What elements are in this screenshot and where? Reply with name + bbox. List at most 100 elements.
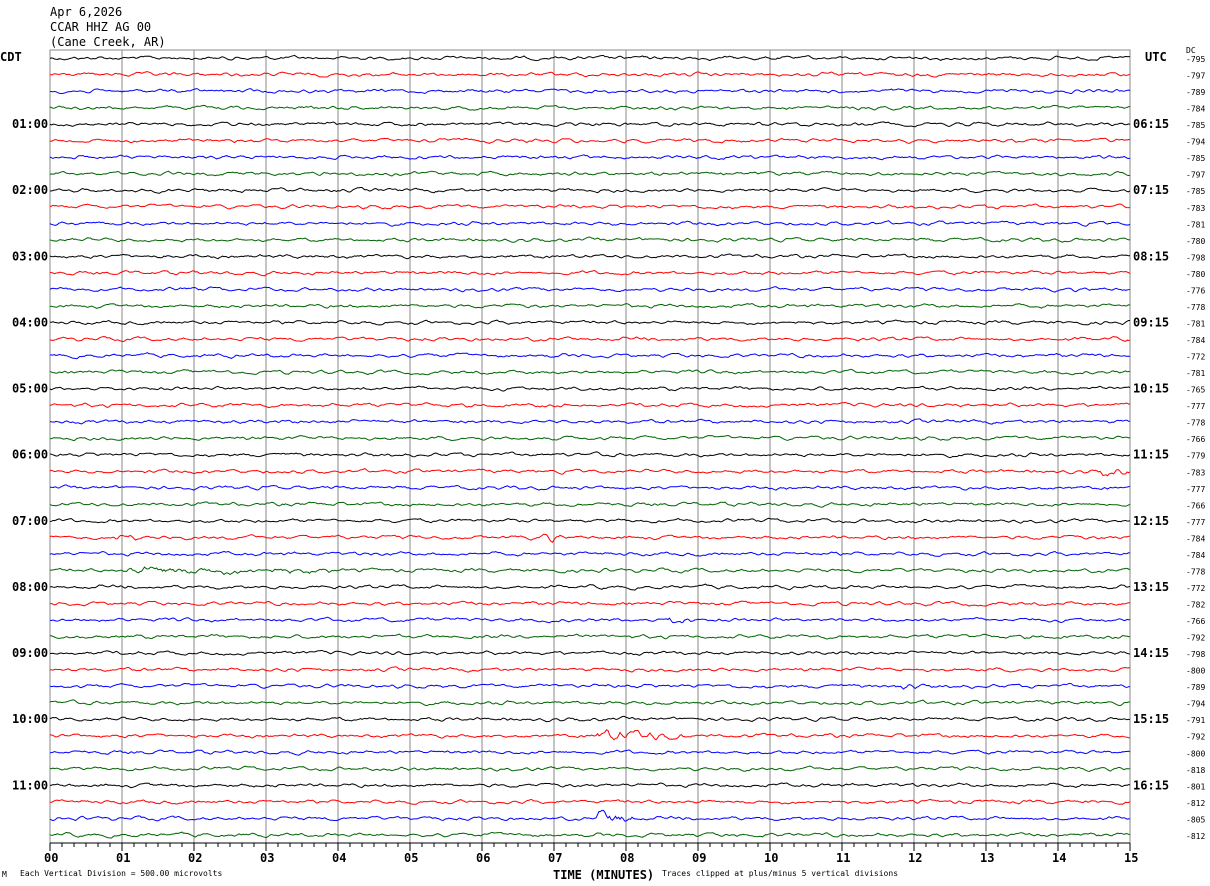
seismic-trace	[49, 385, 1131, 392]
dc-offset-label: -772	[1186, 353, 1205, 362]
utc-hour-label: 11:15	[1133, 448, 1169, 462]
seismic-trace	[49, 187, 1131, 194]
seismic-trace	[49, 88, 1131, 95]
seismic-trace	[49, 121, 1131, 128]
utc-hour-label: 10:15	[1133, 382, 1169, 396]
dc-offset-label: -785	[1186, 154, 1205, 163]
cdt-hour-label: 09:00	[12, 646, 48, 660]
dc-offset-label: -812	[1186, 799, 1205, 808]
cdt-hour-label: 10:00	[12, 712, 48, 726]
dc-offset-label: -784	[1186, 551, 1205, 560]
seismic-trace	[49, 352, 1131, 360]
dc-offset-label: -795	[1186, 55, 1205, 64]
dc-offset-label: -776	[1186, 286, 1205, 295]
x-axis-label: TIME (MINUTES)	[553, 868, 654, 882]
seismic-trace	[49, 715, 1131, 723]
seismic-trace	[49, 765, 1131, 773]
x-tick-label: 15	[1124, 851, 1138, 865]
seismic-trace	[49, 335, 1131, 343]
dc-offset-label: -792	[1186, 634, 1205, 643]
x-tick-label: 06	[476, 851, 490, 865]
seismic-trace	[49, 451, 1131, 459]
seismic-trace	[49, 220, 1131, 227]
seismic-trace	[49, 501, 1131, 508]
dc-offset-label: -772	[1186, 584, 1205, 593]
dc-offset-label: -785	[1186, 187, 1205, 196]
dc-offset-label: -797	[1186, 171, 1205, 180]
dc-offset-label: -792	[1186, 733, 1205, 742]
traces	[49, 54, 1131, 839]
utc-hour-label: 12:15	[1133, 514, 1169, 528]
utc-hour-label: 15:15	[1133, 712, 1169, 726]
plot-frame	[49, 49, 1131, 844]
cdt-hour-label: 07:00	[12, 514, 48, 528]
dc-label: DC	[1186, 46, 1196, 55]
seismic-trace	[49, 319, 1130, 326]
dc-offset-label: -781	[1186, 319, 1205, 328]
x-tick-label: 10	[764, 851, 778, 865]
x-tick-label: 13	[980, 851, 994, 865]
x-tick-label: 08	[620, 851, 634, 865]
left-timezone: CDT	[0, 50, 22, 64]
seismic-trace	[49, 154, 1131, 161]
utc-hour-label: 07:15	[1133, 183, 1169, 197]
corner-mark: M	[2, 870, 7, 879]
location-label: (Cane Creek, AR)	[50, 35, 166, 49]
x-tick-label: 02	[188, 851, 202, 865]
seismic-trace	[49, 253, 1130, 260]
dc-offset-label: -777	[1186, 518, 1205, 527]
utc-hour-label: 16:15	[1133, 778, 1169, 792]
dc-offset-label: -782	[1186, 600, 1205, 609]
utc-hour-label: 09:15	[1133, 315, 1169, 329]
seismic-trace	[49, 302, 1131, 309]
seismic-trace	[49, 468, 1131, 477]
utc-hour-label: 13:15	[1133, 580, 1169, 594]
x-tick-label: 14	[1052, 851, 1066, 865]
seismic-trace	[49, 600, 1131, 607]
dc-offset-label: -789	[1186, 683, 1205, 692]
seismic-trace	[49, 54, 1131, 62]
dc-offset-label: -780	[1186, 270, 1205, 279]
trace-labels: -795 -797 -789 -784 -785 -794 -785 -797 -785 -783…	[12, 55, 1205, 841]
dc-offset-label: -766	[1186, 501, 1205, 510]
seismic-trace	[49, 649, 1131, 656]
dc-offset-label: -777	[1186, 402, 1205, 411]
dc-offset-label: -778	[1186, 419, 1205, 428]
seismic-trace	[49, 550, 1131, 557]
seismic-trace	[49, 203, 1131, 210]
seismic-trace	[49, 517, 1131, 524]
dc-offset-label: -784	[1186, 105, 1205, 114]
utc-hour-label: 06:15	[1133, 117, 1169, 131]
dc-offset-label: -800	[1186, 667, 1205, 676]
x-tick-label: 09	[692, 851, 706, 865]
x-tick-label: 01	[116, 851, 130, 865]
dc-offset-label: -784	[1186, 534, 1205, 543]
seismic-trace	[49, 682, 1131, 690]
x-tick-label: 00	[44, 851, 58, 865]
cdt-hour-label: 01:00	[12, 117, 48, 131]
seismic-trace	[49, 418, 1131, 425]
x-tick-label: 03	[260, 851, 274, 865]
seismic-trace	[50, 633, 1130, 640]
seismic-trace	[49, 434, 1131, 442]
dc-offset-label: -781	[1186, 220, 1205, 229]
time-axis: 00 01 02 03 04 05 06 07 08 09 10 11 12 13 14 15	[44, 842, 1138, 865]
dc-offset-label: -797	[1186, 72, 1205, 81]
utc-hour-label: 08:15	[1133, 249, 1169, 263]
cdt-hour-label: 03:00	[12, 249, 48, 263]
dc-offset-label: -765	[1186, 386, 1205, 395]
x-tick-label: 12	[908, 851, 922, 865]
dc-offset-label: -785	[1186, 121, 1205, 130]
seismic-trace	[49, 782, 1131, 789]
seismic-trace	[49, 269, 1131, 277]
seismic-trace	[49, 401, 1131, 409]
dc-offset-label: -791	[1186, 716, 1205, 725]
seismic-trace	[49, 484, 1131, 491]
cdt-hour-label: 04:00	[12, 315, 48, 329]
seismic-trace	[49, 368, 1131, 376]
dc-offset-label: -766	[1186, 617, 1205, 626]
seismic-trace	[49, 616, 1131, 624]
cdt-hour-label: 02:00	[12, 183, 48, 197]
seismic-trace	[50, 798, 1131, 805]
seismic-trace	[49, 533, 1131, 543]
